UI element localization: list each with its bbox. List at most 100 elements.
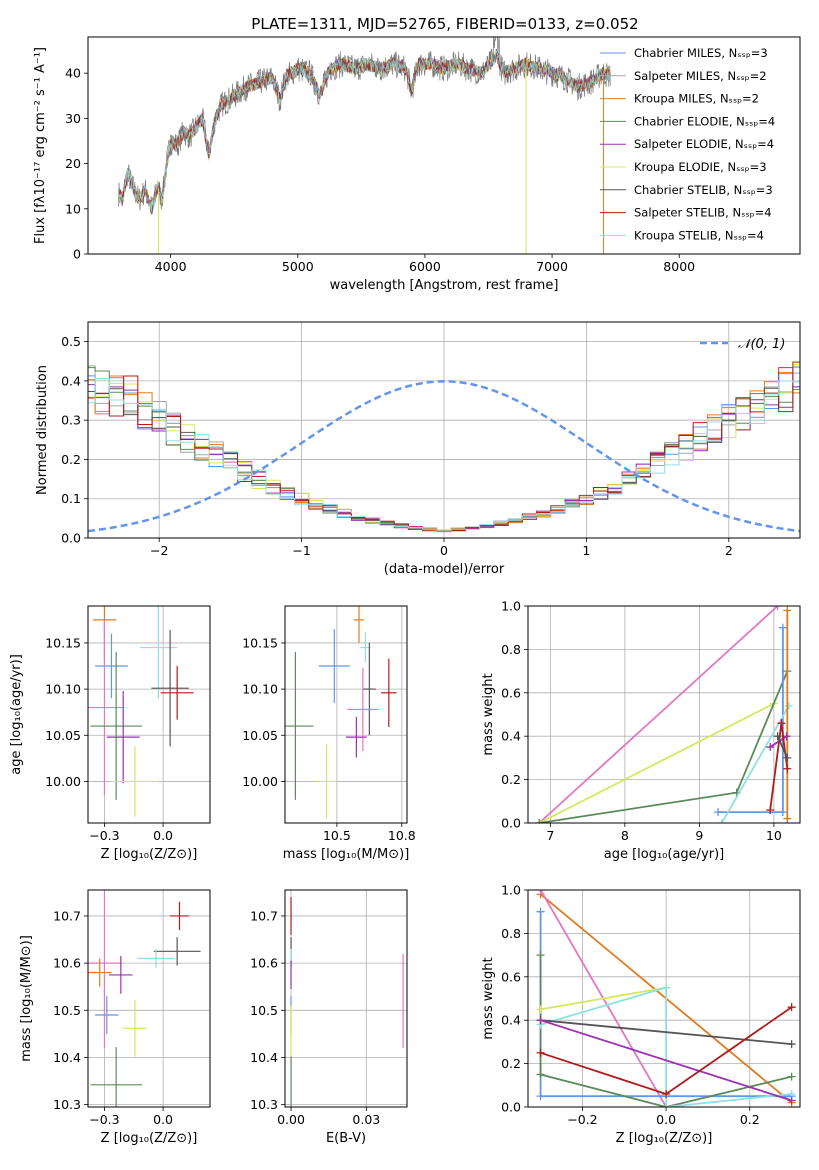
mass-weight-marker [783,606,792,615]
errorbar-point [95,633,128,699]
y-tick-label: 0.2 [501,1056,521,1071]
errorbar-point [90,1047,142,1107]
legend-entry: Chabrier STELIB, Nₛₛₚ=3 [634,183,773,197]
x-tick-label: 0.2 [740,1112,760,1127]
x-axis-label: age [log₁₀(age/yr)] [604,847,725,862]
mass-weight-marker [777,719,786,728]
plot-area-weight-vs-Z [536,890,796,1107]
y-tick-label: 0.2 [61,452,81,467]
x-tick-label: 4000 [155,259,187,274]
y-tick-label: 10.05 [242,728,278,743]
errorbar-point [285,652,314,800]
mass-weight-marker [536,907,545,916]
panel-spectrum: 4000 5000 6000 7000 8000 0 10 20 30 40 wavelength … [33,36,801,293]
mass-weight-line [721,705,790,823]
y-tick-label: 10.6 [250,956,278,971]
mass-weight-marker [787,1072,796,1081]
y-axis-label: mass weight [481,673,496,755]
mass-weight-marker [783,764,792,773]
model-spectrum-line [119,50,611,212]
y-tick-label: 0.6 [501,969,521,984]
x-axis-label: mass [log₁₀(M/M⊙)] [283,847,410,862]
y-tick-label: 10.15 [45,635,81,650]
x-axis-label: wavelength [Angstrom, rest frame] [330,278,559,293]
mass-weight-marker [783,753,792,762]
mass-weight-marker [766,805,775,814]
errorbar-point [123,999,147,1057]
y-tick-label: 0 [73,247,81,262]
y-tick-label: 10.10 [242,682,278,697]
mass-weight-marker [773,732,782,741]
plot-area-spectrum [118,37,611,254]
errorbar-point [109,956,133,994]
y-tick-label: 10.7 [53,908,81,923]
x-tick-label: 10 [766,828,782,843]
mass-weight-line [540,1019,792,1045]
errorbar-point [160,666,194,720]
mass-weight-line [538,606,779,823]
plot-area-mass-vs-ebv [290,897,404,1107]
y-axis-label: Normed distribution [35,365,50,495]
y-tick-label: 1.0 [501,599,521,614]
axes-frame [284,889,408,1108]
errorbar-point [88,890,121,1049]
y-tick-label: 10.5 [250,1003,278,1018]
mass-weight-marker [536,1005,545,1014]
mass-weight-line [538,702,775,823]
x-tick-label: 0 [440,543,448,558]
y-tick-label: 30 [65,111,81,126]
y-tick-label: 0.8 [501,926,521,941]
y-tick-label: 10.4 [53,1050,81,1065]
axes-frame [87,605,211,824]
axes-frame [87,321,801,539]
panel-weight-vs-age: 7 8 9 10 0.0 0.2 0.4 0.6 0.8 1.0 age [log₁₀(age/yr… [481,599,801,862]
y-axis-label: mass [log₁₀(M/M⊙)] [19,935,34,1062]
errorbar-point [111,746,159,817]
y-tick-label: 0.1 [61,491,81,506]
y-tick-label: 0.5 [61,334,81,349]
mass-weight-marker [662,1089,671,1098]
mass-weight-marker [778,623,787,632]
mass-weight-marker [784,701,793,710]
mass-weight-marker [783,814,792,823]
y-tick-label: 10.00 [45,774,81,789]
errorbar-point [153,937,201,966]
legend-entry: Kroupa STELIB, Nₛₛₚ=4 [634,228,764,242]
mass-weight-marker [536,951,545,960]
x-tick-label: 0.03 [352,1112,380,1127]
y-tick-label: 10.4 [250,1050,278,1065]
plots-layer: 4000 5000 6000 7000 8000010203040wavelength … [9,36,801,1146]
y-tick-label: 0.4 [501,729,521,744]
plot-area-age-vs-Z [88,606,194,817]
mass-weight-marker [766,743,775,752]
y-axis-label: Flux [fλ10⁻¹⁷ erg cm⁻² s⁻¹ A⁻¹] [33,47,48,244]
panel-age-vs-Z: −0.3 0.0 10.00 10.05 10.10 10.15 Z [log₁₀(Z/Z⊙… [9,605,211,862]
axes-frame [284,605,408,824]
axes-frame [527,605,801,824]
mass-weight-line [776,735,789,759]
errorbar-point [139,606,178,699]
y-tick-label: 10.3 [53,1097,81,1112]
errorbar-point [346,716,367,758]
errorbar-point [90,652,142,800]
axes-frame [527,889,801,1108]
mass-weight-marker [717,819,726,823]
legend-entry: Salpeter ELODIE, Nₛₛₚ=4 [634,137,774,151]
errorbar-point [88,958,112,987]
y-tick-label: 1.0 [501,883,521,898]
legend-entry: 𝒩(0, 1) [738,337,785,352]
mass-weight-marker [662,983,671,992]
x-tick-label: 6000 [409,259,441,274]
x-tick-label: 10.8 [388,828,416,843]
panel-residuals: −2 −1 0 1 2 0.0 0.1 0.2 0.3 0.4 0.5 (data-model)/er… [35,321,801,577]
mass-weight-marker [773,606,782,610]
y-tick-label: 0.4 [501,1013,521,1028]
panel-weight-vs-Z: −0.2 0.0 0.2 0.0 0.2 0.4 0.6 0.8 1.0 Z [log₁₀(Z/Z… [481,883,801,1146]
legend-entry: Kroupa MILES, Nₛₛₚ=2 [634,92,759,106]
x-tick-label: 9 [695,828,703,843]
y-tick-label: 0.4 [61,373,81,388]
panel-age-vs-mass: 10.5 10.8 10.00 10.05 10.10 10.15 mass [log₁₀(… [242,605,416,862]
mass-weight-marker [787,1040,796,1049]
x-tick-label: −0.3 [89,828,119,843]
y-tick-label: 0.0 [501,816,521,831]
